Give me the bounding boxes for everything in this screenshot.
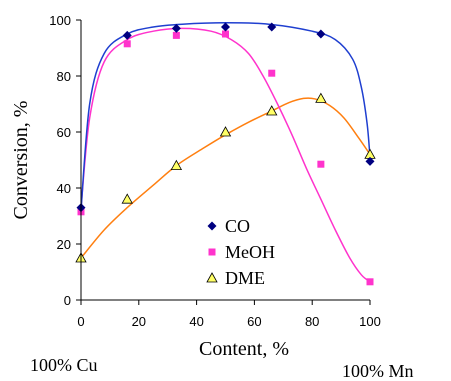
- x-tick-label: 100: [359, 314, 381, 329]
- legend-item-dme: DME: [206, 268, 265, 288]
- x-tick-label: 20: [132, 314, 146, 329]
- x-tick-label: 0: [77, 314, 84, 329]
- y-ticks: 0 20 40 60 80 100: [49, 13, 81, 308]
- data-point-co: [316, 29, 326, 39]
- data-point-meoh: [268, 69, 276, 77]
- legend-item-meoh: MeOH: [208, 242, 275, 262]
- y-axis-title: Conversion, %: [10, 101, 32, 220]
- legend-co-diamond-icon: [207, 221, 217, 231]
- legend-item-co: CO: [207, 216, 250, 236]
- data-point-meoh: [222, 30, 229, 38]
- data-point-dme: [170, 159, 183, 171]
- legend-marker-meoh: [208, 248, 216, 256]
- y-tick-label: 0: [64, 293, 71, 308]
- axes: [80, 20, 370, 301]
- data-point-meoh: [366, 278, 374, 286]
- fit-curve-dme: [80, 97, 371, 259]
- x-ticks: 0 20 40 60 80 100: [77, 300, 381, 329]
- fit-curves: [80, 22, 371, 283]
- x-axis-title: Content, %: [199, 338, 289, 360]
- annotation-left: 100% Cu: [30, 355, 98, 375]
- fit-curve-meoh: [80, 27, 371, 283]
- y-tick-label: 100: [49, 13, 71, 28]
- x-tick-label: 40: [189, 314, 203, 329]
- y-tick-label: 80: [57, 69, 71, 84]
- data-point-meoh: [123, 40, 131, 48]
- x-tick-label: 80: [305, 314, 319, 329]
- legend-label-dme: DME: [225, 268, 265, 288]
- legend-label-meoh: MeOH: [225, 242, 275, 262]
- x-tick-label: 60: [247, 314, 261, 329]
- legend-label-co: CO: [225, 216, 250, 236]
- legend-dme-triangle-icon: [206, 272, 218, 283]
- data-point-co: [221, 22, 230, 32]
- annotation-right: 100% Mn: [342, 361, 414, 381]
- data-point-co: [171, 23, 181, 33]
- data-point-co: [122, 30, 132, 40]
- legend-meoh-square-icon: [208, 248, 216, 256]
- data-point-co: [365, 156, 375, 166]
- legend-marker-co: [207, 221, 217, 231]
- data-point-co: [267, 22, 277, 32]
- data-points: [75, 22, 376, 286]
- data-point-dme: [121, 193, 133, 204]
- y-tick-label: 40: [57, 181, 71, 196]
- legend-marker-dme: [206, 272, 218, 283]
- data-point-meoh: [317, 160, 325, 168]
- y-tick-label: 60: [57, 125, 71, 140]
- data-point-dme: [315, 92, 327, 103]
- data-point-dme: [219, 126, 232, 137]
- fit-curve-co: [80, 22, 371, 211]
- data-point-meoh: [172, 31, 180, 39]
- y-tick-label: 20: [57, 237, 71, 252]
- legend: CO MeOH DME: [206, 216, 275, 288]
- data-point-dme: [266, 105, 278, 116]
